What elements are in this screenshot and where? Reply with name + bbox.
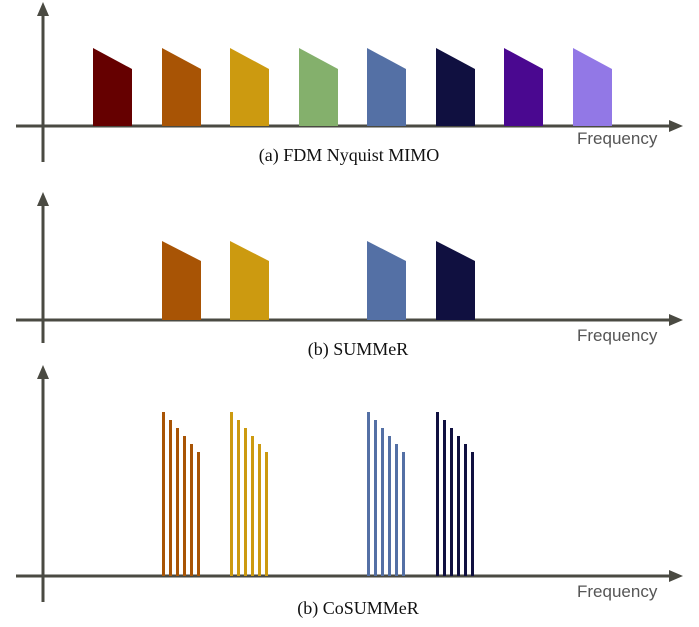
comb-tone [176, 428, 179, 576]
channel-comb [162, 412, 200, 576]
frequency-axis-label: Frequency [577, 326, 658, 345]
panel-fdm-nyquist-mimo: Frequency (a) FDM Nyquist MIMO [16, 2, 683, 166]
comb-tone [402, 452, 405, 576]
panel-summer: Frequency (b) SUMMeR [16, 192, 683, 360]
channel-comb [230, 412, 268, 576]
comb-tone [436, 412, 439, 576]
comb-tone [258, 444, 261, 576]
channel-block [299, 48, 338, 126]
channel-block [230, 241, 269, 320]
comb-tone [251, 436, 254, 576]
channel-block [436, 241, 475, 320]
comb-tone [162, 412, 165, 576]
comb-tone [265, 452, 268, 576]
channel-block [436, 48, 475, 126]
x-axis-arrow [669, 314, 683, 326]
comb-tone [374, 420, 377, 576]
channel-group [162, 241, 475, 320]
panel-caption: (b) CoSUMMeR [297, 598, 419, 619]
channel-block [162, 241, 201, 320]
comb-tone [471, 452, 474, 576]
channel-block [504, 48, 543, 126]
panel-caption: (b) SUMMeR [308, 339, 409, 360]
channel-group [162, 412, 474, 576]
channel-block [93, 48, 132, 126]
frequency-axis-label: Frequency [577, 582, 658, 601]
frequency-axis-label: Frequency [577, 129, 658, 148]
comb-tone [457, 436, 460, 576]
channel-comb [367, 412, 405, 576]
comb-tone [183, 436, 186, 576]
comb-tone [169, 420, 172, 576]
channel-block [162, 48, 201, 126]
comb-tone [443, 420, 446, 576]
panel-cosummer: Frequency (b) CoSUMMeR [16, 365, 683, 619]
y-axis-arrow [37, 2, 49, 16]
comb-tone [230, 412, 233, 576]
panel-caption: (a) FDM Nyquist MIMO [259, 145, 440, 166]
comb-tone [190, 444, 193, 576]
comb-tone [450, 428, 453, 576]
comb-tone [197, 452, 200, 576]
comb-tone [244, 428, 247, 576]
y-axis-arrow [37, 192, 49, 206]
x-axis-arrow [669, 120, 683, 132]
comb-tone [367, 412, 370, 576]
comb-tone [388, 436, 391, 576]
channel-block [367, 241, 406, 320]
comb-tone [381, 428, 384, 576]
y-axis-arrow [37, 365, 49, 379]
comb-tone [464, 444, 467, 576]
x-axis-arrow [669, 570, 683, 582]
channel-block [367, 48, 406, 126]
channel-block [230, 48, 269, 126]
channel-block [573, 48, 612, 126]
comb-tone [237, 420, 240, 576]
comb-tone [395, 444, 398, 576]
channel-comb [436, 412, 474, 576]
channel-group [93, 48, 612, 126]
